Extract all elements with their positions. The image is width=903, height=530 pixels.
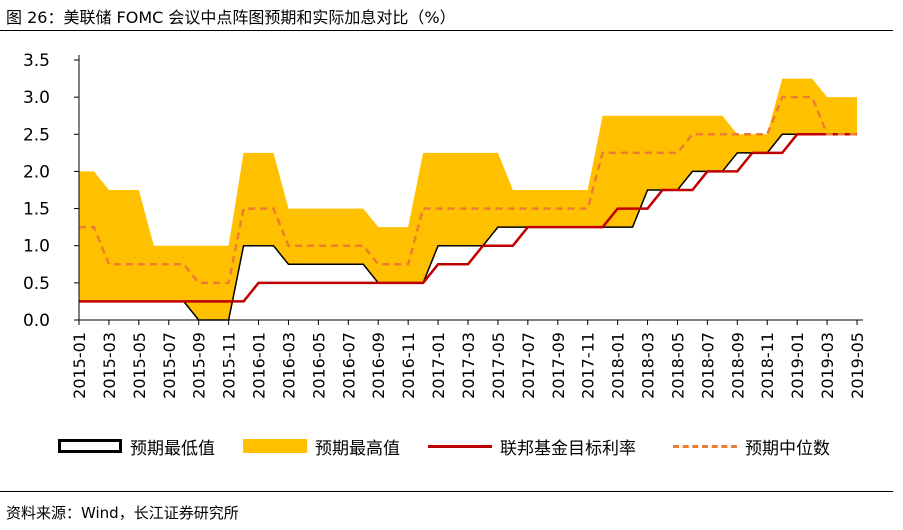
x-tick-label: 2015-01 bbox=[70, 332, 89, 399]
x-tick-label: 2017-01 bbox=[429, 332, 448, 399]
legend-label-actual: 联邦基金目标利率 bbox=[500, 438, 636, 459]
x-tick-label: 2019-01 bbox=[788, 332, 807, 399]
y-tick-label: 1.5 bbox=[23, 200, 50, 220]
legend-item-actual: 联邦基金目标利率 bbox=[428, 433, 636, 459]
y-tick-label: 2.5 bbox=[23, 125, 50, 145]
legend-swatch-low bbox=[58, 439, 122, 453]
legend-item-low: 预期最低值 bbox=[58, 433, 215, 459]
legend-swatch-actual bbox=[428, 444, 492, 448]
x-tick-label: 2019-03 bbox=[818, 332, 837, 399]
legend-label-median: 预期中位数 bbox=[745, 438, 830, 459]
y-tick-label: 3.5 bbox=[23, 51, 50, 71]
x-tick-label: 2018-05 bbox=[668, 332, 687, 399]
series-line-actual bbox=[79, 133, 857, 303]
legend-swatch-median bbox=[673, 444, 737, 448]
x-tick-label: 2018-07 bbox=[698, 332, 717, 399]
title-rule bbox=[0, 30, 893, 31]
chart-plot: 3.5 3.0 2.5 2.0 1.5 1.0 0.5 0.0 2015-01 2015-03 20… bbox=[23, 51, 867, 399]
x-tick-label: 2015-05 bbox=[130, 332, 149, 399]
x-tick-label: 2015-11 bbox=[220, 332, 239, 399]
x-tick-label: 2018-09 bbox=[728, 332, 747, 399]
x-tick-label: 2016-11 bbox=[399, 332, 418, 399]
footer-rule bbox=[0, 491, 893, 492]
source-note: 资料来源：Wind，长江证券研究所 bbox=[6, 504, 239, 522]
x-tick-label: 2016-03 bbox=[279, 332, 298, 399]
legend-item-high: 预期最高值 bbox=[243, 433, 400, 459]
x-tick-label: 2017-05 bbox=[489, 332, 508, 399]
chart-legend: 预期最低值 预期最高值 联邦基金目标利率 预期中位数 bbox=[0, 433, 903, 459]
y-tick-label: 1.0 bbox=[23, 237, 50, 257]
x-tick-label: 2015-07 bbox=[160, 332, 179, 399]
x-tick-label: 2016-01 bbox=[250, 332, 269, 399]
legend-swatch-high bbox=[243, 439, 307, 453]
x-tick-label: 2015-03 bbox=[100, 332, 119, 399]
chart-title: 图 26：美联储 FOMC 会议中点阵图预期和实际加息对比（%） bbox=[6, 8, 456, 27]
legend-item-median: 预期中位数 bbox=[673, 433, 830, 459]
y-tick-label: 0.0 bbox=[23, 311, 50, 331]
x-tick-label: 2019-05 bbox=[848, 332, 867, 399]
y-tick-label: 0.5 bbox=[23, 274, 50, 294]
x-tick-label: 2017-11 bbox=[579, 332, 598, 399]
x-tick-label: 2018-11 bbox=[758, 332, 777, 399]
x-tick-label: 2015-09 bbox=[190, 332, 209, 399]
x-tick-label: 2017-03 bbox=[459, 332, 478, 399]
y-tick-label: 2.0 bbox=[23, 162, 50, 182]
legend-label-high: 预期最高值 bbox=[315, 438, 400, 459]
legend-label-low: 预期最低值 bbox=[130, 438, 215, 459]
x-tick-label: 2017-07 bbox=[519, 332, 538, 399]
x-tick-label: 2017-09 bbox=[549, 332, 568, 399]
x-tick-label: 2016-05 bbox=[309, 332, 328, 399]
x-tick-label: 2016-07 bbox=[339, 332, 358, 399]
range-band bbox=[79, 78, 857, 320]
y-tick-label: 3.0 bbox=[23, 88, 50, 108]
x-tick-label: 2016-09 bbox=[369, 332, 388, 399]
x-tick-label: 2018-01 bbox=[609, 332, 628, 399]
x-tick-label: 2018-03 bbox=[639, 332, 658, 399]
